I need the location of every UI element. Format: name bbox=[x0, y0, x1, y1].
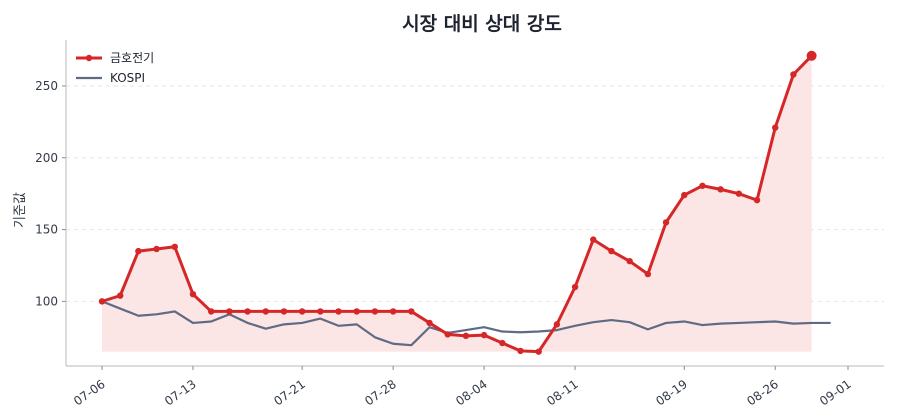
x-tick-label-09-01: 09-01 bbox=[817, 377, 854, 408]
series-0-point-24 bbox=[535, 348, 542, 355]
series-0-point-19 bbox=[444, 331, 451, 338]
series-0-point-9 bbox=[262, 308, 269, 315]
series-0-point-13 bbox=[335, 308, 342, 315]
series-0-point-2 bbox=[135, 247, 142, 255]
y-tick-label-150: 150 bbox=[35, 223, 58, 237]
series-0-point-26 bbox=[571, 283, 579, 291]
x-tick-label-07-28: 07-28 bbox=[362, 377, 399, 408]
chart-title: 시장 대비 상대 강도 bbox=[402, 13, 562, 35]
series-0-point-23 bbox=[517, 347, 524, 355]
series-0-point-29 bbox=[626, 257, 633, 265]
series-0-point-10 bbox=[280, 308, 288, 315]
y-axis-label: 기준값 bbox=[13, 192, 28, 228]
series-0-point-27 bbox=[590, 236, 597, 243]
series-0-point-6 bbox=[207, 308, 215, 315]
series-0-point-18 bbox=[426, 319, 433, 327]
series-line-0 bbox=[100, 54, 814, 354]
series-0-point-15 bbox=[371, 308, 379, 315]
series-0-point-1 bbox=[116, 292, 124, 299]
series-layer bbox=[98, 50, 831, 355]
x-tick-label-07-06: 07-06 bbox=[71, 377, 108, 408]
x-tick-label-08-26: 08-26 bbox=[744, 377, 781, 408]
x-tick-label-08-19: 08-19 bbox=[653, 377, 690, 408]
legend-label-1: KOSPI bbox=[110, 71, 145, 85]
series-0-point-7 bbox=[226, 308, 233, 315]
series-0-point-21 bbox=[480, 331, 488, 339]
series-0-point-16 bbox=[389, 308, 397, 315]
series-0-point-39 bbox=[806, 50, 817, 61]
y-tick-label-100: 100 bbox=[35, 294, 58, 308]
x-tick-label-08-11: 08-11 bbox=[544, 377, 581, 408]
series-0-point-37 bbox=[772, 124, 779, 131]
x-tick-label-07-13: 07-13 bbox=[162, 377, 199, 408]
series-0-point-14 bbox=[353, 308, 360, 315]
series-0-point-33 bbox=[699, 182, 706, 189]
series-0-point-36 bbox=[753, 196, 761, 204]
legend-label-0: 금호전기 bbox=[110, 51, 154, 65]
x-tick-label-08-04: 08-04 bbox=[453, 377, 490, 408]
series-0-point-38 bbox=[790, 71, 797, 78]
series-0-point-22 bbox=[499, 339, 506, 347]
series-line-1 bbox=[100, 300, 831, 347]
series-0-point-12 bbox=[317, 308, 324, 315]
series-0-point-25 bbox=[553, 321, 561, 328]
legend: 금호전기 KOSPI bbox=[76, 51, 154, 85]
series-0-point-30 bbox=[644, 270, 652, 278]
series-0-point-3 bbox=[153, 245, 160, 253]
series-0-point-35 bbox=[735, 190, 743, 197]
y-tick-label-200: 200 bbox=[35, 151, 58, 165]
series-0-point-0 bbox=[98, 298, 106, 305]
series-0-point-4 bbox=[171, 243, 178, 251]
series-0-point-20 bbox=[462, 332, 470, 340]
series-fill-area bbox=[102, 55, 812, 352]
series-0-point-17 bbox=[408, 308, 415, 315]
y-tick-label-250: 250 bbox=[35, 79, 58, 93]
series-0-point-32 bbox=[681, 191, 688, 199]
series-0-point-5 bbox=[189, 290, 197, 298]
series-0-point-28 bbox=[608, 247, 615, 255]
series-0-point-31 bbox=[662, 219, 670, 226]
x-tick-label-07-21: 07-21 bbox=[271, 377, 308, 408]
series-0-point-34 bbox=[717, 186, 724, 193]
series-0-point-11 bbox=[298, 308, 306, 315]
series-0-point-8 bbox=[244, 308, 251, 315]
legend-marker-0 bbox=[85, 54, 93, 62]
